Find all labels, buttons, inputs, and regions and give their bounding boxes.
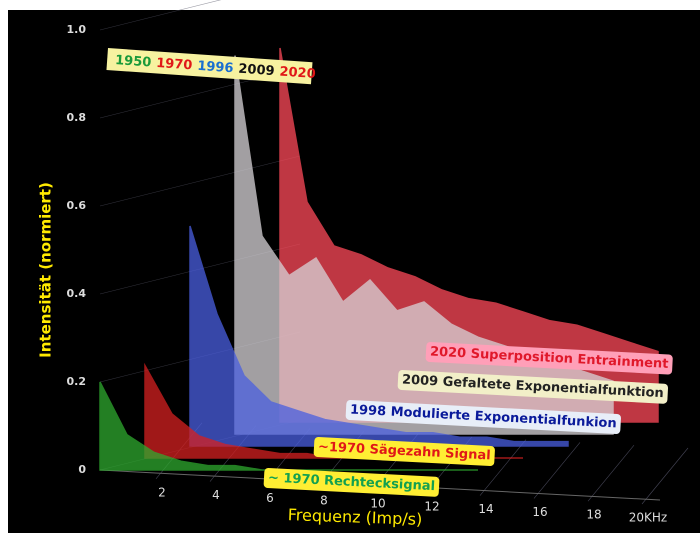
x-tick-label: 12 [424,499,439,513]
x-tick-label: 18 [586,508,601,522]
y-axis-label: Intensität (normiert) [37,182,55,358]
x-tick-label: 20KHz [629,511,667,525]
y-tick-label: 0.6 [67,199,87,212]
x-tick-label: 2 [158,485,166,499]
x-tick-label: 8 [320,494,328,508]
x-tick-label: 6 [266,491,274,505]
y-tick-label: 0.4 [67,287,87,300]
y-tick-label: 0.8 [67,111,87,124]
y-tick-label: 0 [78,463,86,476]
x-tick-label: 10 [370,497,385,511]
y-tick-label: 1.0 [67,23,87,36]
legend-entry: 1950 [115,53,152,70]
legend-entry: 1970 [156,56,193,73]
page: Intensität (normiert) Frequenz (Imp/s) 0… [0,0,700,537]
chart: Intensität (normiert) Frequenz (Imp/s) 0… [0,0,700,533]
x-tick-label: 14 [478,502,493,516]
legend-entry: 2020 [279,65,316,82]
x-tick-label: 4 [212,488,220,502]
legend-entry: 2009 [238,62,275,79]
y-tick-label: 0.2 [67,375,87,388]
x-tick-label: 16 [532,505,547,519]
legend-entry: 1996 [197,59,234,76]
